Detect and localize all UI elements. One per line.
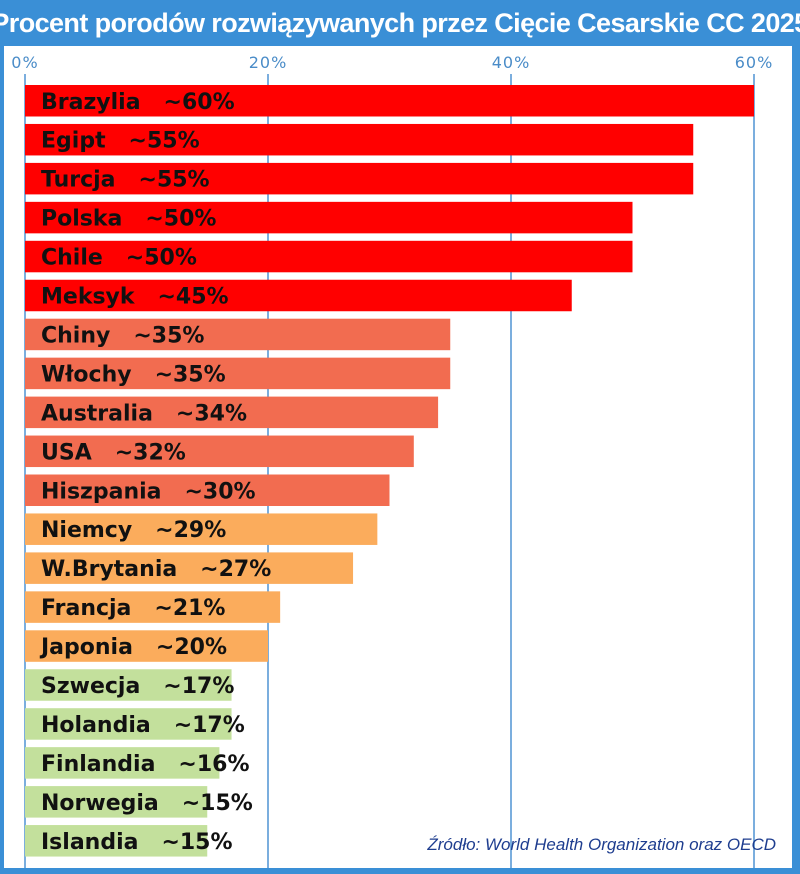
- bar-japonia: [25, 630, 268, 662]
- bar-label: W.Brytania ~27%: [41, 557, 271, 582]
- chart-title: Procent porodów rozwiązywanych przez Cię…: [0, 7, 800, 38]
- bar-chile: [25, 240, 633, 273]
- bar-brazylia: [25, 85, 754, 117]
- bar-label: Islandia ~15%: [41, 830, 233, 855]
- bar-label: Szwecja ~17%: [41, 674, 234, 699]
- bar-w-brytania: [25, 552, 354, 584]
- bar-label: Chiny ~35%: [41, 323, 204, 348]
- bar-meksyk: [25, 279, 572, 312]
- x-tick-label: 40%: [492, 53, 531, 72]
- bar-turcja: [25, 162, 694, 195]
- bar-finlandia: [25, 747, 220, 779]
- bar-label: Finlandia ~16%: [41, 752, 249, 777]
- bar-w-ochy: [25, 357, 451, 390]
- bar-usa: [25, 435, 414, 468]
- bar-szwecja: [25, 669, 232, 701]
- bar-francja: [25, 591, 281, 623]
- x-tick-label: 20%: [249, 53, 288, 72]
- bar-label: Polska ~50%: [41, 207, 216, 232]
- x-tick-label: 60%: [735, 53, 774, 72]
- bar-norwegia: [25, 786, 208, 818]
- bar-chiny: [25, 318, 451, 351]
- bar-label: Francja ~21%: [41, 596, 225, 621]
- bar-label: Turcja ~55%: [41, 168, 210, 193]
- bar-label: Holandia ~17%: [41, 713, 245, 738]
- x-tick-label: 0%: [11, 53, 38, 72]
- bar-label: Egipt ~55%: [41, 129, 200, 154]
- bar-label: Australia ~34%: [41, 401, 247, 426]
- bar-label: Chile ~50%: [41, 246, 197, 271]
- bar-label: Norwegia ~15%: [41, 791, 253, 816]
- bar-label: Niemcy ~29%: [41, 518, 226, 543]
- bar-niemcy: [25, 513, 378, 545]
- bar-polska: [25, 201, 633, 234]
- source-note: Źródło: World Health Organization oraz O…: [426, 835, 776, 854]
- title-bar: Procent porodów rozwiązywanych przez Cię…: [0, 0, 800, 46]
- bar-holandia: [25, 708, 232, 740]
- bar-label: Hiszpania ~30%: [41, 479, 256, 504]
- bar-label: Brazylia ~60%: [41, 90, 235, 115]
- bar-label: Meksyk ~45%: [41, 285, 229, 310]
- bar-label: USA ~32%: [41, 440, 186, 465]
- bar-hiszpania: [25, 474, 390, 506]
- bar-islandia: [25, 825, 208, 857]
- bar-egipt: [25, 123, 694, 156]
- bar-label: Włochy ~35%: [41, 362, 226, 387]
- bar-australia: [25, 396, 439, 429]
- bar-label: Japonia ~20%: [39, 635, 227, 660]
